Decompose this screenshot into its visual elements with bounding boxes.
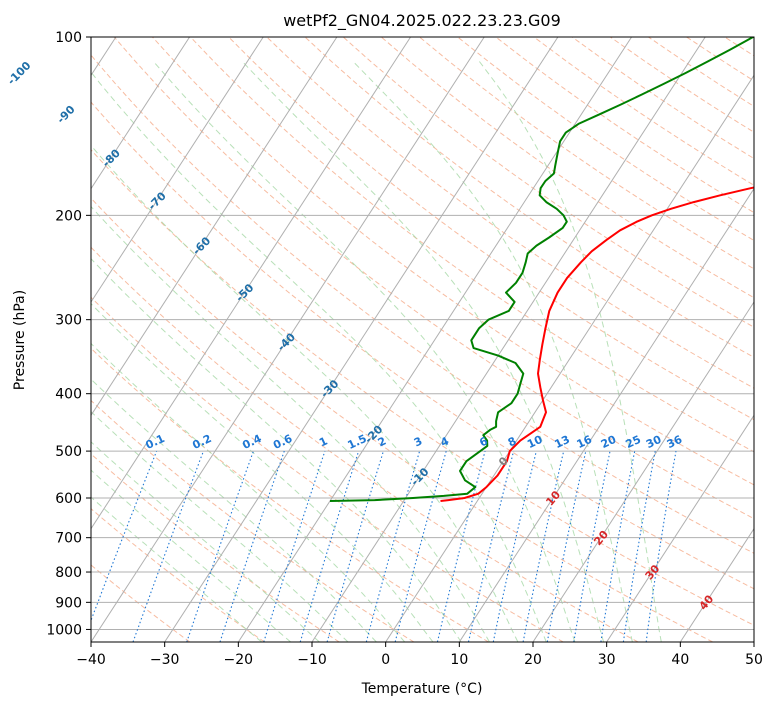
mixing-ratio-line [91,450,158,622]
isotherm [91,37,264,303]
dry-adiabat [763,37,775,642]
isotherm [679,527,754,642]
isotherm [91,37,338,417]
mixing-ratio-line [467,450,515,642]
x-tick-label: −30 [150,652,180,668]
plot-frame [90,36,755,643]
isotherm [91,37,191,190]
y-tick-label: 700 [55,531,82,547]
moist-adiabat [91,257,462,642]
mixing-ratio-line [132,450,205,642]
mixing-ratio-label: 30 [644,433,664,451]
x-tick-label: 20 [524,652,542,668]
y-tick-label: 1000 [46,622,82,638]
x-tick-label: 40 [671,652,689,668]
x-tick-label: 50 [745,652,763,668]
mixing-ratio-line [394,450,447,642]
mixing-ratio-label: 16 [575,433,595,451]
grid-layer [91,37,775,642]
moist-adiabat [91,303,434,642]
mixing-ratio-line [186,450,255,642]
isotherm [164,37,559,642]
mixing-ratio-line [263,450,326,642]
y-tick-label: 900 [55,595,82,611]
dry-adiabat [342,37,754,328]
mixing-ratio-label: 13 [553,433,572,451]
isotherm [458,187,754,642]
moist-adiabat [153,61,576,642]
y-tick-label: 200 [55,208,82,224]
x-tick-label: 10 [450,652,468,668]
y-tick-label: 400 [55,387,82,403]
series-layer [329,37,754,502]
mixing-ratio-label: 36 [665,433,685,451]
plot-background [91,37,754,642]
dry-adiabat [91,508,265,642]
moist-adiabat [91,378,377,642]
dry-adiabat [91,101,754,590]
mixing-ratio-line [326,450,384,642]
mixing-ratio-line [492,450,537,642]
dry-adiabat [91,149,754,626]
isotherm [753,641,754,642]
y-tick-label: 500 [55,444,82,460]
x-tick-label: −20 [224,652,254,668]
y-tick-label: 300 [55,313,82,329]
moist-adiabat [352,61,633,642]
isotherm [237,37,633,642]
isotherm [532,301,754,642]
isotherm-label: -100 [5,59,34,88]
y-axis-title: Pressure (hPa) [12,290,28,390]
dry-adiabat [304,37,754,358]
mixing-ratio-line [219,450,285,642]
moist-adiabat [479,61,662,642]
x-axis-title: Temperature (°C) [361,681,483,697]
moist-adiabat [241,61,605,642]
dry-adiabat [91,246,639,642]
isotherm [311,37,706,642]
y-tick-label: 800 [55,565,82,581]
isotherm [606,414,754,642]
isotherm [91,37,485,642]
isotherm [385,74,754,642]
y-tick-label: 600 [55,491,82,507]
axis-layer: −40 −30 −20 −10 0 10 20 30 40 50 100 200 300 400 500 60… [46,30,763,668]
x-tick-label: 30 [598,652,616,668]
dry-adiabat [91,296,564,642]
temperature-profile [440,186,754,502]
mixing-ratio-line [365,450,421,642]
mixing-ratio-line [299,450,360,642]
dewpoint-profile [329,37,754,502]
x-tick-label: −40 [76,652,106,668]
x-tick-label: 0 [381,652,390,668]
dry-adiabat [91,197,713,642]
dry-adiabat [152,37,754,486]
chart-title: wetPf2_GN04.2025.022.23.23.G09 [283,11,561,31]
moist-adiabat [91,411,349,642]
x-tick-label: −10 [297,652,327,668]
dry-adiabat [91,347,489,642]
dry-adiabat [190,37,754,453]
mixing-ratio-line [645,451,677,642]
isotherm-label: -90 [54,103,77,126]
isotherm [91,37,412,530]
moist-adiabat [91,71,547,642]
y-tick-label: 100 [55,30,82,46]
mixing-ratio-label: 20 [599,433,619,451]
dry-adiabat [113,37,754,520]
dry-adiabat [266,37,754,389]
mixing-ratio-label: 25 [624,433,643,451]
mixing-ratio-label: 10 [525,433,545,451]
